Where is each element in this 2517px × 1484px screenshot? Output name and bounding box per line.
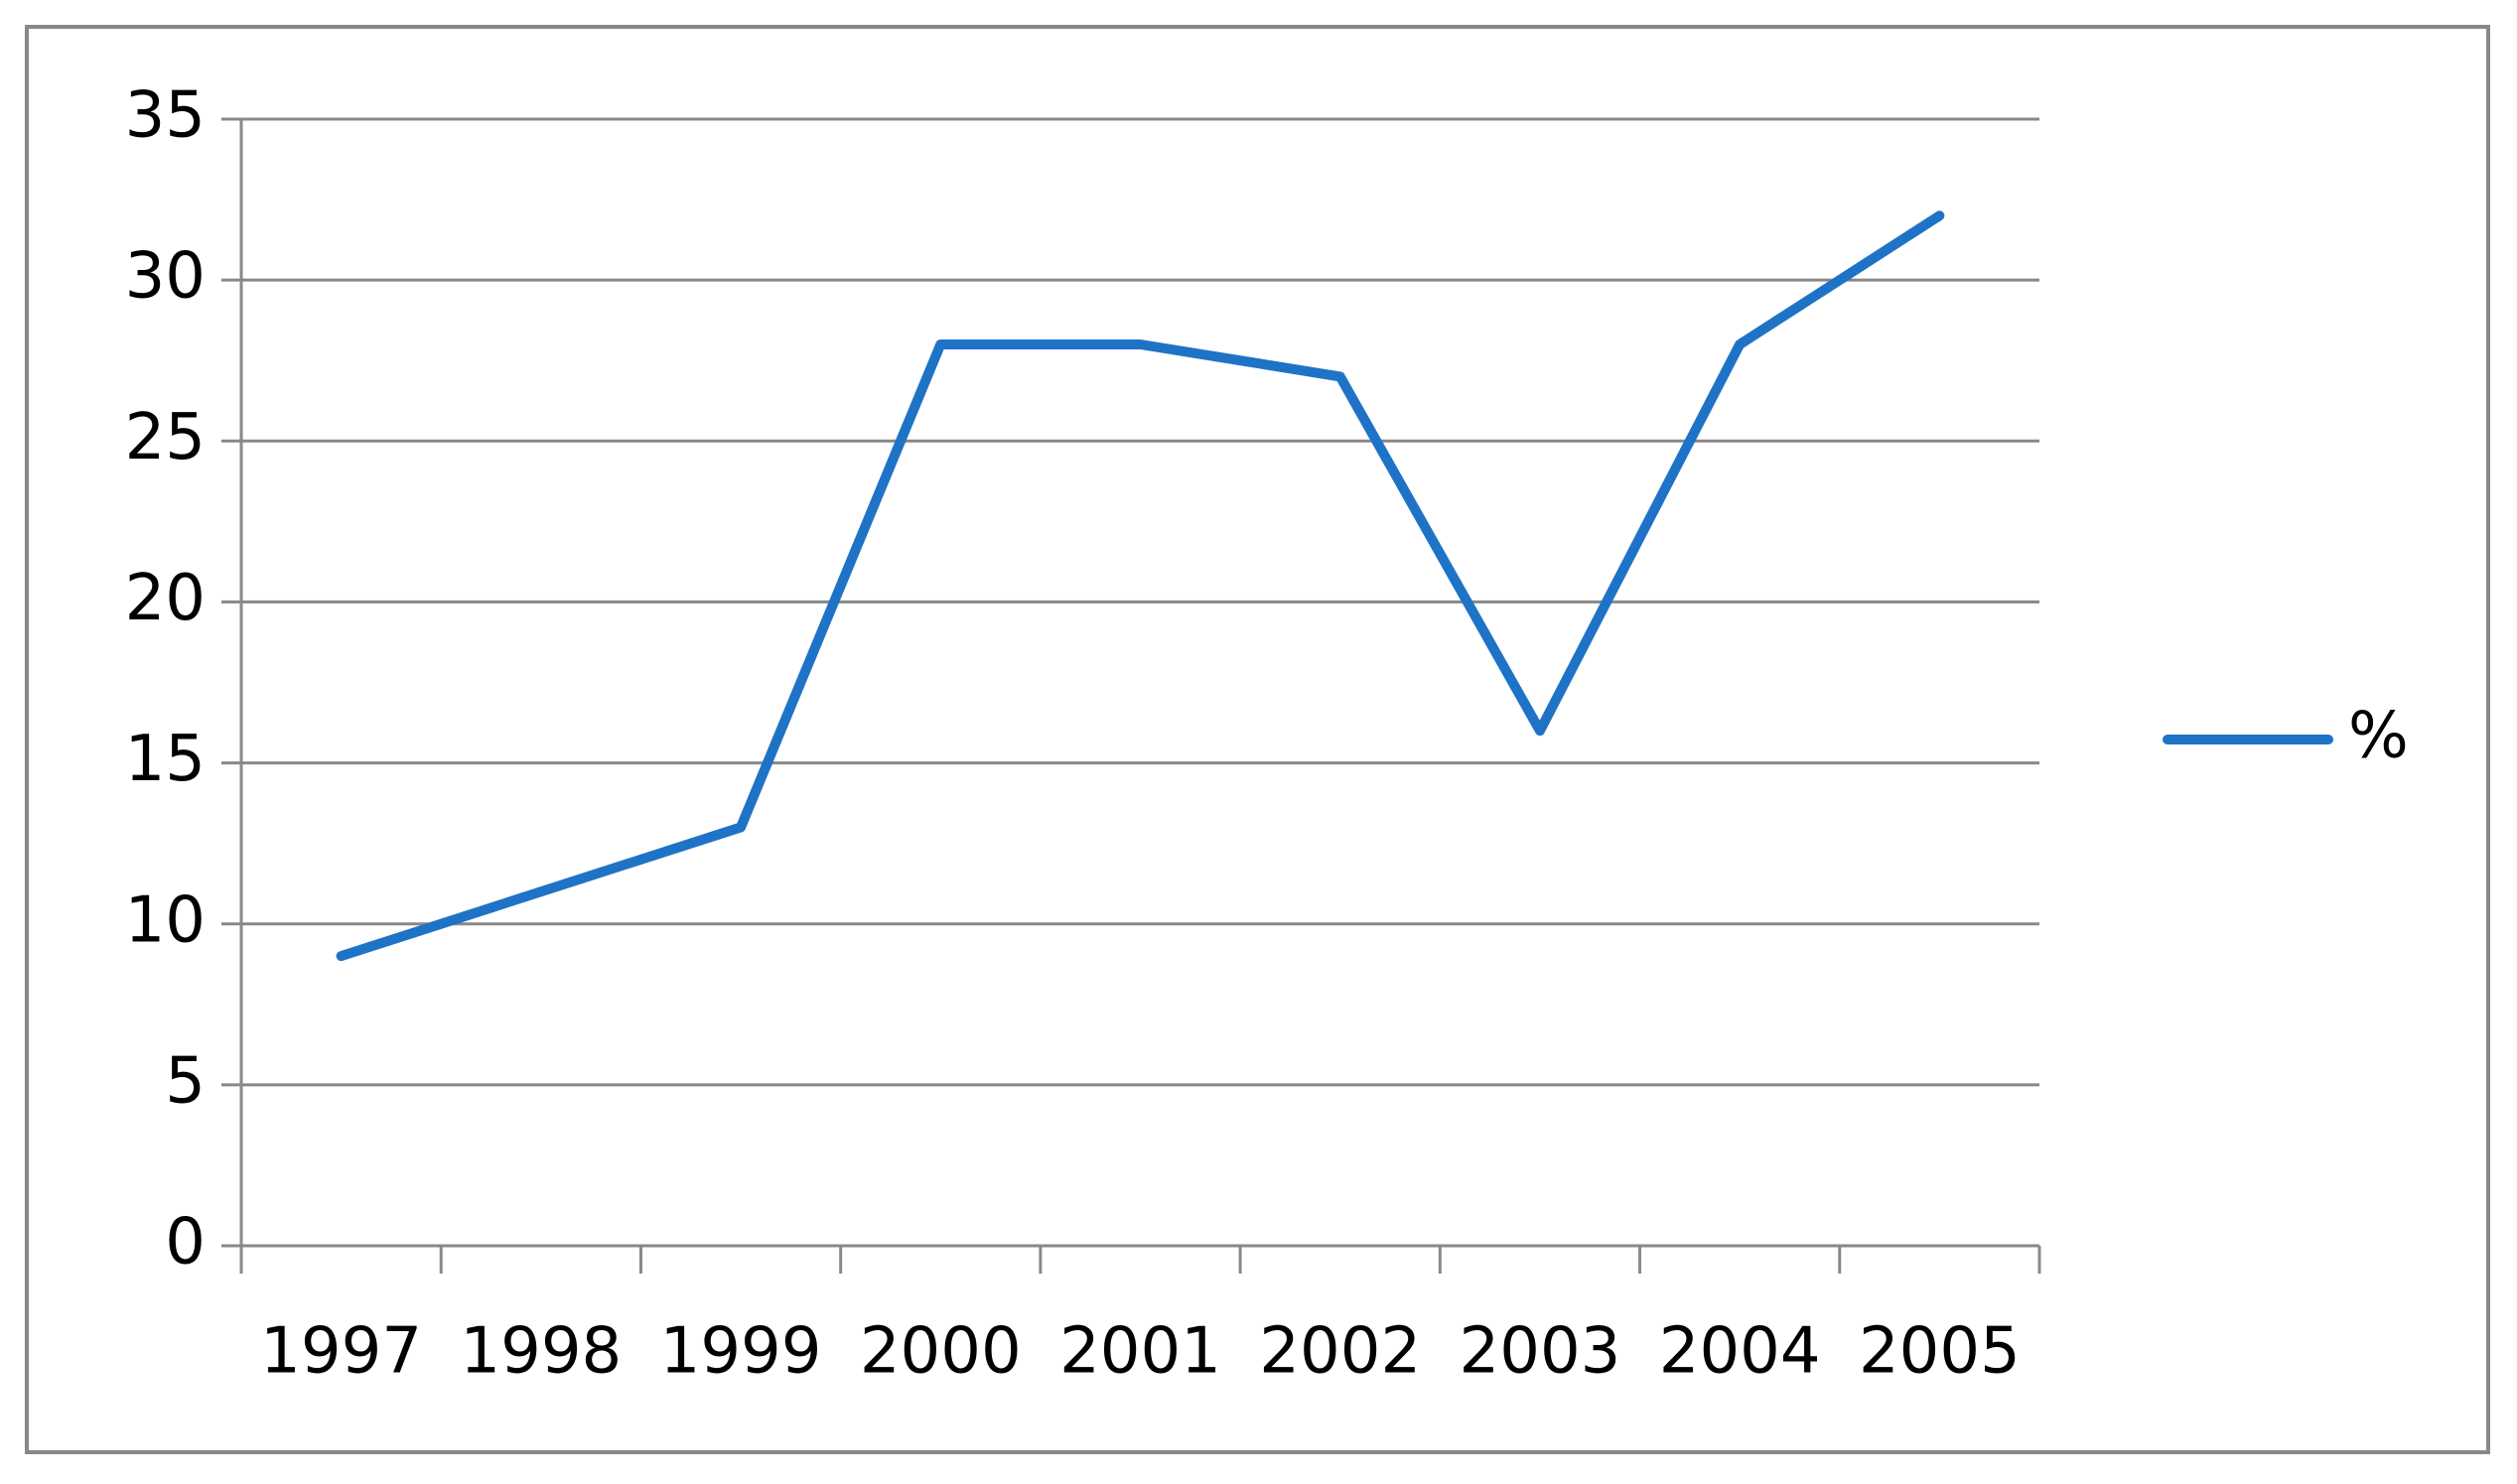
x-tick-label: 2004 [1659, 1315, 1821, 1389]
x-tick-label: 1999 [660, 1315, 822, 1389]
x-tick-label: 2005 [1859, 1315, 2021, 1389]
x-tick-label: 2000 [860, 1315, 1022, 1389]
y-tick-label: 15 [125, 723, 206, 796]
y-tick-label: 20 [125, 562, 206, 635]
y-tick-label: 5 [165, 1044, 206, 1118]
chart-border [25, 25, 2490, 1454]
x-tick-label: 2001 [1059, 1315, 1221, 1389]
legend-label: % [2348, 700, 2409, 773]
y-tick-label: 0 [165, 1206, 206, 1280]
y-tick-label: 30 [125, 240, 206, 314]
data-line [336, 210, 1945, 962]
x-tick-label: 2002 [1259, 1315, 1421, 1389]
y-tick-label: 25 [125, 401, 206, 474]
y-tick-label: 10 [125, 883, 206, 957]
x-tick-label: 2003 [1460, 1315, 1621, 1389]
x-tick-label: 1998 [460, 1315, 622, 1389]
x-tick-label: 1997 [260, 1315, 422, 1389]
y-tick-label: 35 [125, 79, 206, 153]
